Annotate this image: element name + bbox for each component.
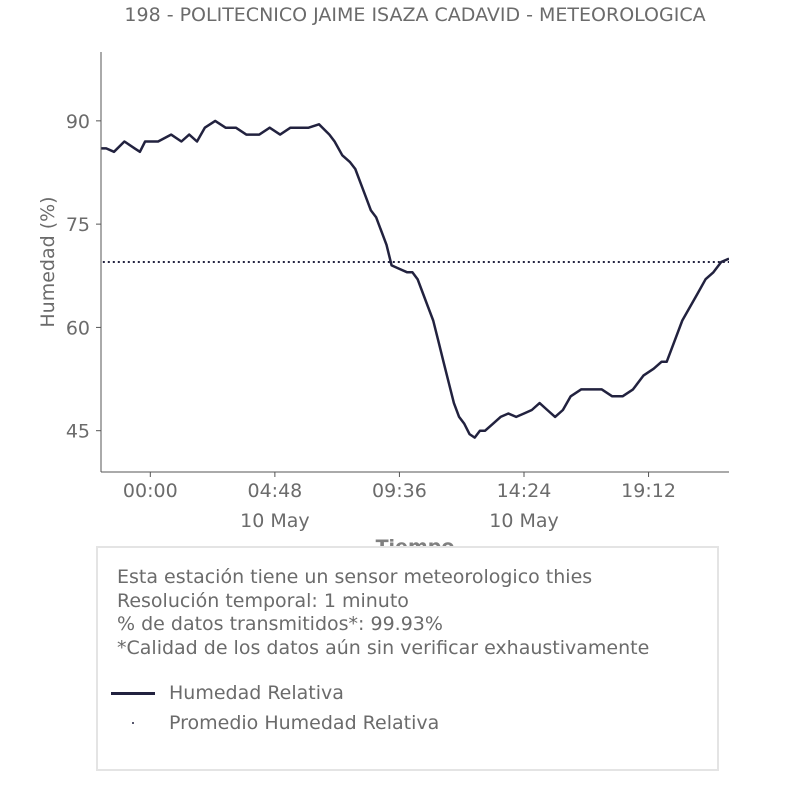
- legend-dot-swatch: [110, 711, 156, 735]
- info-line-quality: *Calidad de los datos aún sin verificar …: [117, 636, 650, 659]
- x-tick-date-label: 10 May: [240, 510, 310, 532]
- info-legend-box: Esta estación tiene un sensor meteorolog…: [96, 546, 719, 771]
- info-line-transmitted: % de datos transmitidos*: 99.93%: [117, 613, 443, 635]
- x-tick-date-label: 10 May: [489, 510, 559, 532]
- x-tick-label: 09:36: [372, 480, 427, 502]
- info-line-resolution: Resolución temporal: 1 minuto: [117, 589, 409, 612]
- legend-label-humedad: Humedad Relativa: [169, 682, 344, 704]
- legend-label-promedio: Promedio Humedad Relativa: [169, 712, 440, 734]
- station-info: Esta estación tiene un sensor meteorolog…: [117, 566, 649, 660]
- x-tick-label: 04:48: [247, 480, 302, 502]
- chart-title: 198 - POLITECNICO JAIME ISAZA CADAVID - …: [124, 4, 705, 26]
- humidity-series-line: [101, 119, 729, 439]
- y-tick-label: 90: [66, 111, 90, 133]
- y-tick-label: 75: [66, 214, 90, 236]
- x-ticks: 00:00 04:48 10 May 09:36 14:24 10 May 19:12: [123, 472, 676, 532]
- y-ticks: 45 60 75 90: [66, 111, 101, 443]
- info-line-sensor: Esta estación tiene un sensor meteorolog…: [117, 566, 593, 588]
- y-tick-label: 45: [66, 421, 90, 443]
- y-tick-label: 60: [66, 317, 90, 339]
- x-tick-label: 14:24: [497, 480, 552, 502]
- y-axis-label: Humedad (%): [37, 196, 59, 327]
- legend-item-humedad: Humedad Relativa: [110, 681, 344, 705]
- legend-item-promedio: Promedio Humedad Relativa: [110, 711, 439, 735]
- x-tick-label: 19:12: [621, 480, 676, 502]
- x-tick-label: 00:00: [123, 480, 178, 502]
- legend-line-swatch: [110, 681, 156, 705]
